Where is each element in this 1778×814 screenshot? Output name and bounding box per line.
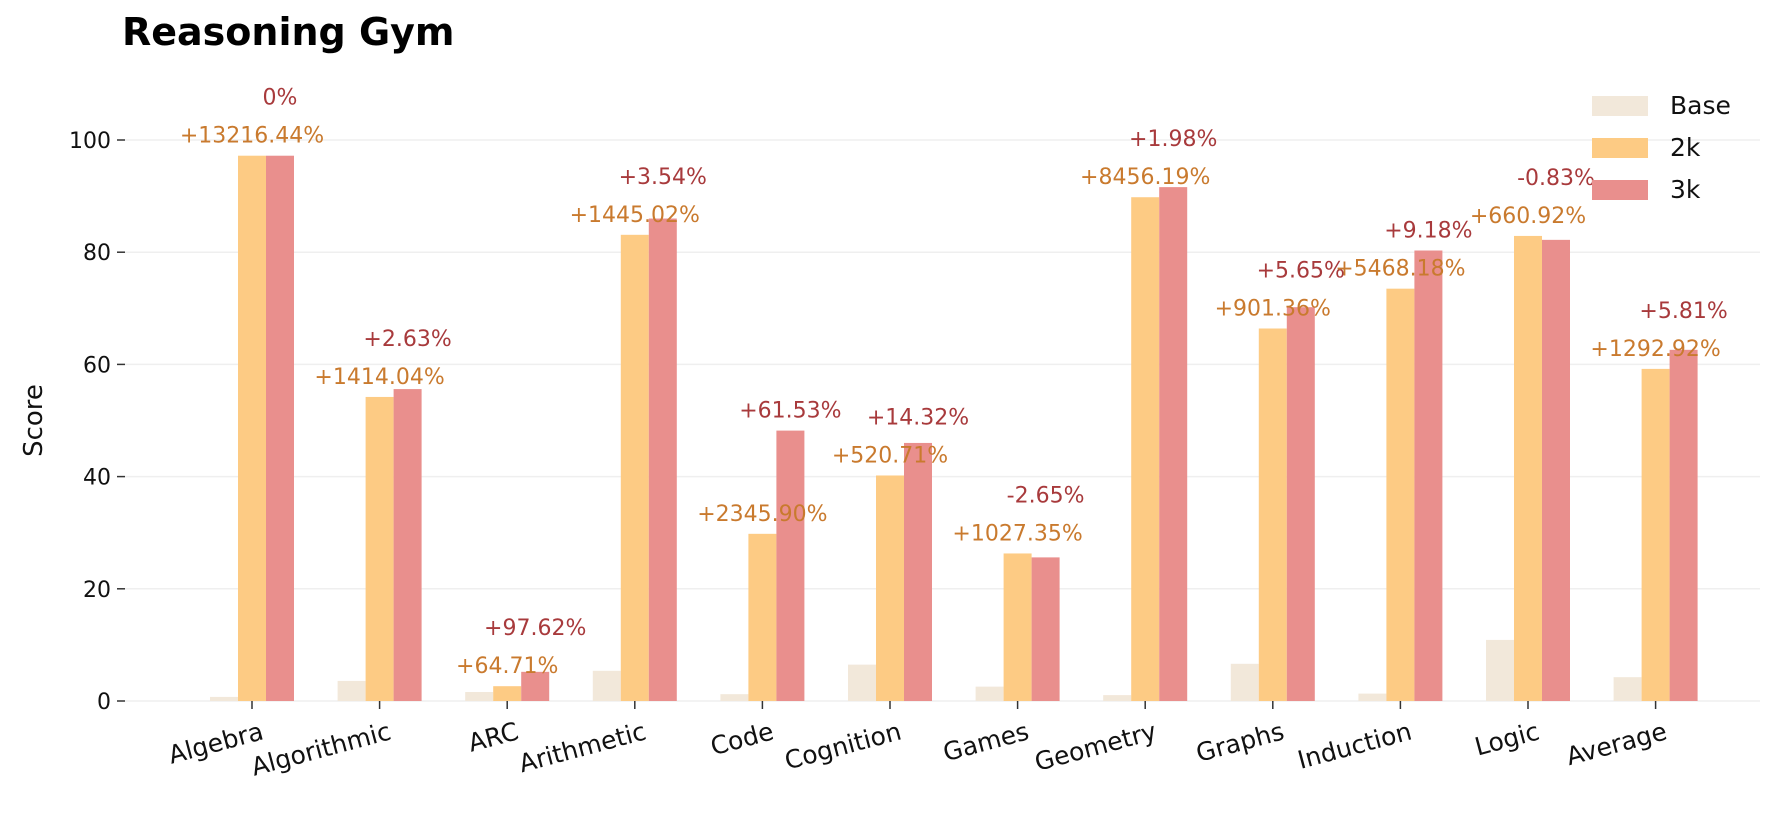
- x-tick-label: Geometry: [1032, 717, 1160, 777]
- annotation-3k: -0.83%: [1517, 166, 1595, 191]
- bar-2k: [1131, 197, 1160, 702]
- legend-swatch-3k: [1592, 180, 1648, 200]
- x-tick-label: Arithmetic: [516, 717, 649, 779]
- x-tick-label: Average: [1563, 717, 1670, 772]
- annotation-2k: +901.36%: [1215, 296, 1331, 321]
- annotation-2k: +2345.90%: [697, 502, 827, 527]
- bar-base: [975, 686, 1004, 701]
- bar-base: [1230, 663, 1259, 701]
- bar-base: [848, 664, 876, 701]
- legend-label-base: Base: [1670, 91, 1731, 120]
- legend-swatch-2k: [1592, 138, 1648, 158]
- annotation-3k: -2.65%: [1007, 483, 1085, 508]
- bars-layer: [210, 155, 1698, 702]
- annotation-2k: +8456.19%: [1080, 165, 1210, 190]
- x-tick-label: Code: [707, 717, 776, 762]
- annotation-2k: +1292.92%: [1590, 337, 1720, 362]
- y-tick-label: 80: [83, 241, 111, 266]
- annotation-3k: +1.98%: [1129, 127, 1217, 152]
- bar-2k: [1641, 368, 1670, 701]
- bar-3k: [521, 671, 550, 701]
- annotation-2k: +5468.18%: [1335, 257, 1465, 282]
- bar-base: [1103, 695, 1132, 701]
- x-tick-label: Logic: [1472, 717, 1543, 762]
- bar-base: [1486, 639, 1514, 701]
- annotation-3k: +61.53%: [739, 399, 841, 424]
- bar-2k: [1514, 235, 1542, 701]
- bar-2k: [493, 686, 522, 701]
- annotation-2k: +1445.02%: [570, 203, 700, 228]
- annotation-2k: +1414.04%: [314, 365, 444, 390]
- chart-title: Reasoning Gym: [122, 10, 455, 54]
- annotation-3k: +14.32%: [867, 405, 969, 430]
- bar-3k: [1286, 307, 1315, 701]
- y-tick-label: 40: [83, 466, 111, 491]
- bar-base: [1358, 693, 1387, 701]
- bar-2k: [365, 396, 394, 701]
- x-tick-label: Induction: [1295, 717, 1415, 775]
- annotation-3k: +2.63%: [363, 327, 451, 352]
- x-tick-label: Cognition: [782, 717, 905, 776]
- bar-3k: [1542, 239, 1570, 701]
- bar-2k: [620, 234, 649, 701]
- bar-3k: [1031, 557, 1060, 701]
- y-tick-label: 0: [97, 690, 111, 715]
- bar-base: [720, 694, 749, 701]
- bar-base: [337, 680, 366, 701]
- annotation-3k: +97.62%: [484, 616, 586, 641]
- bar-3k: [1159, 187, 1188, 701]
- annotation-3k: +5.81%: [1639, 299, 1727, 324]
- x-tick-label: Graphs: [1193, 717, 1287, 768]
- x-tick-label: Games: [940, 717, 1032, 768]
- bar-3k: [393, 389, 422, 701]
- bar-2k: [748, 533, 777, 701]
- bar-3k: [266, 155, 294, 701]
- bar-base: [592, 670, 621, 701]
- annotation-3k: +9.18%: [1384, 219, 1472, 244]
- y-tick-label: 60: [83, 353, 111, 378]
- bar-2k: [238, 155, 266, 701]
- bar-2k: [876, 475, 904, 701]
- x-tick-label: Algorithmic: [248, 717, 394, 782]
- annotation-3k: +3.54%: [619, 165, 707, 190]
- legend-label-3k: 3k: [1670, 175, 1701, 204]
- annotation-2k: +520.71%: [832, 443, 948, 468]
- annotation-2k: +660.92%: [1470, 204, 1586, 229]
- bar-3k: [776, 430, 805, 701]
- x-tick-label: ARC: [465, 717, 521, 758]
- legend-swatch-base: [1592, 96, 1648, 116]
- bar-3k: [648, 218, 677, 702]
- annotation-3k: +5.65%: [1257, 258, 1345, 283]
- bar-3k: [904, 442, 932, 701]
- bar-base: [1613, 677, 1642, 701]
- bar-3k: [1414, 250, 1443, 701]
- annotation-3k: 0%: [263, 86, 298, 111]
- y-tick-label: 20: [83, 578, 111, 603]
- annotations-layer: +13216.44% 0% +1414.04% +2.63% +64.71% +97.62…: [180, 86, 1728, 679]
- y-axis-label: Score: [19, 384, 49, 457]
- bar-3k: [1669, 349, 1698, 701]
- annotation-2k: +1027.35%: [952, 521, 1082, 546]
- legend-label-2k: 2k: [1670, 133, 1701, 162]
- bar-2k: [1258, 328, 1287, 701]
- y-tick-label: 100: [69, 129, 111, 154]
- bar-2k: [1386, 288, 1415, 701]
- bar-base: [465, 692, 494, 701]
- annotation-2k: +64.71%: [456, 654, 558, 679]
- legend: Base 2k 3k: [1592, 91, 1731, 204]
- bar-2k: [1003, 553, 1032, 701]
- bar-base: [210, 696, 238, 701]
- annotation-2k: +13216.44%: [180, 124, 324, 149]
